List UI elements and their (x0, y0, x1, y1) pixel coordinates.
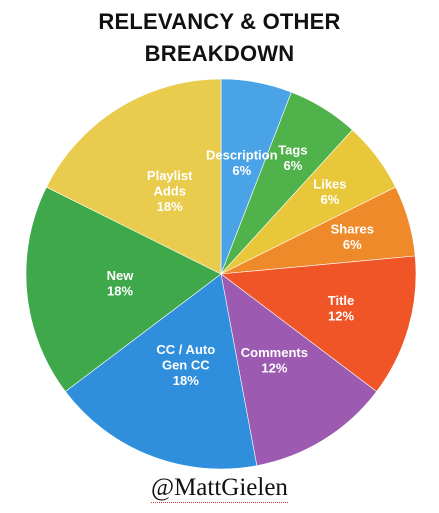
chart-title: RELEVANCY & OTHER BREAKDOWN (0, 6, 439, 70)
pie-label-playlist-adds: Playlist Adds 18% (147, 168, 193, 214)
pie-slice-cc-auto-gen-cc (64, 273, 258, 470)
pie-slices (25, 78, 417, 470)
pie-labels: Description 6%Tags 6%Likes 6% Shares 6% Title 1… (107, 143, 374, 388)
author-credit-text: @MattGielen (151, 474, 288, 503)
chart-title-line-2: BREAKDOWN (144, 41, 295, 66)
pie-slice-comments (220, 273, 378, 467)
pie-label-description: Description 6% (206, 148, 278, 179)
pie-label-tags: Tags 6% (278, 143, 307, 174)
pie-slice-playlist-adds (46, 78, 222, 275)
pie-slice-new (25, 186, 222, 392)
pie-label-likes: Likes 6% (313, 177, 346, 208)
author-credit: @MattGielen (0, 474, 439, 503)
pie-slice-title (220, 255, 417, 392)
pie-label-shares: Shares 6% (331, 221, 374, 252)
pie-label-cc-auto-gen-cc: CC / Auto Gen CC 18% (156, 342, 215, 388)
chart-title-line-1: RELEVANCY & OTHER (98, 9, 341, 34)
pie-label-comments: Comments 12% (241, 345, 308, 376)
pie-label-title: Title 12% (328, 293, 355, 324)
pie-label-new: New 18% (107, 268, 135, 299)
